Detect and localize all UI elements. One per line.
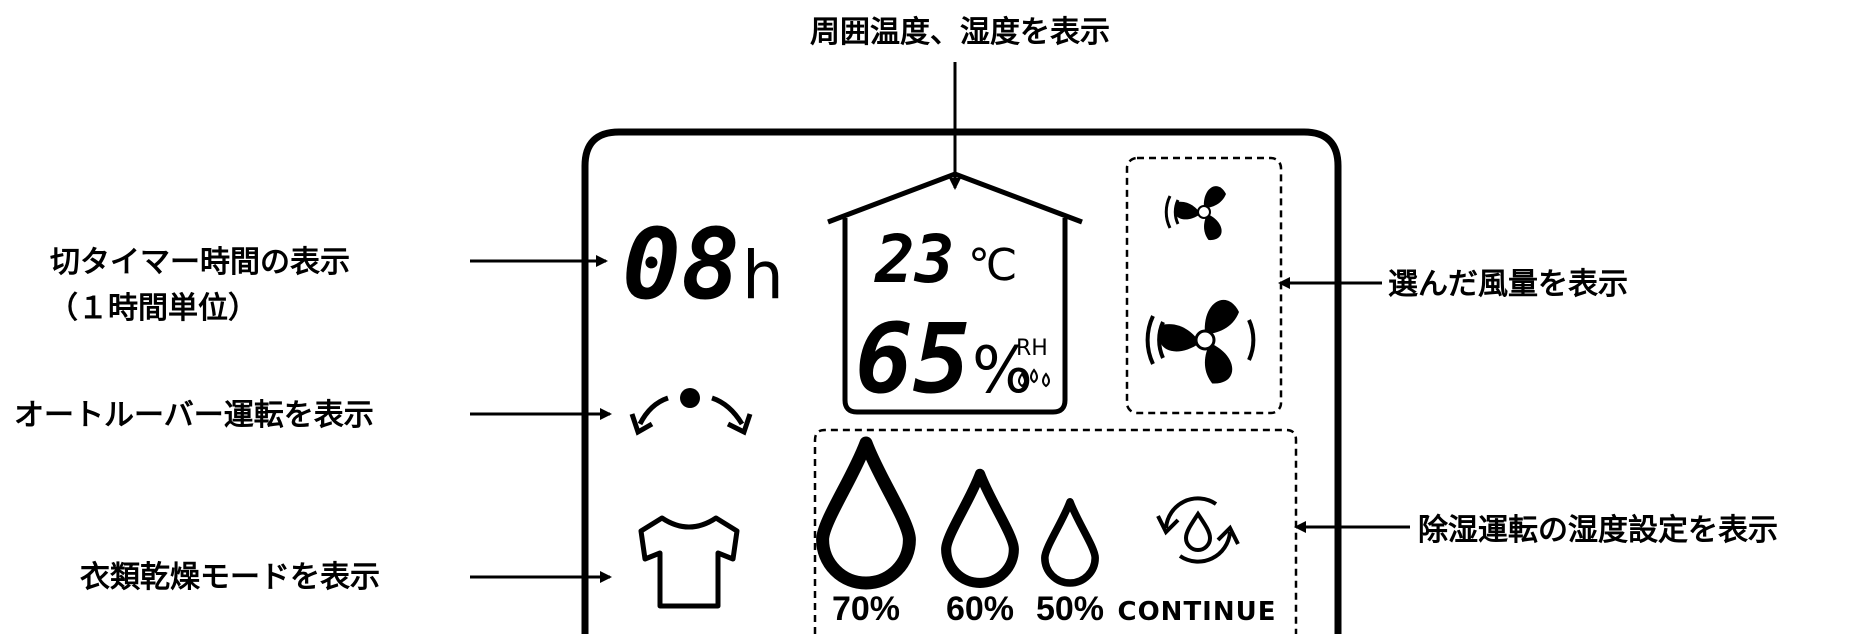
auto-louver-icon [629, 388, 753, 436]
humidity-sub-unit: RH [1016, 336, 1048, 361]
label-fan-speed: 選んだ風量を表示 [1388, 267, 1628, 302]
label-ambient-temp-humidity: 周囲温度、湿度を表示 [810, 15, 1110, 50]
house-icon [827, 171, 1083, 415]
fan-high-icon [1145, 299, 1256, 384]
lcd-frame [581, 128, 1342, 634]
continue-label: CONTINUE [1118, 597, 1277, 627]
fan-box [1125, 156, 1283, 415]
callout-arrows [470, 62, 1410, 583]
temperature-value: 23 [874, 221, 954, 298]
timer-value: 08 [622, 208, 740, 322]
timer-unit: h [742, 237, 784, 314]
label-off-timer: 切タイマー時間の表示 [50, 245, 350, 280]
setting-50: 50% [1036, 590, 1104, 628]
setting-70: 70% [832, 590, 900, 628]
temperature-unit: ℃ [968, 240, 1017, 291]
dehumid-box [813, 428, 1298, 634]
setting-60: 60% [946, 590, 1014, 628]
humidity-setting-drops [816, 436, 1099, 590]
label-auto-louver: オートルーバー運転を表示 [14, 398, 374, 433]
small-drops-icon [1018, 368, 1050, 388]
shirt-icon [638, 515, 740, 609]
water-drop-icon-1 [941, 468, 1019, 588]
fan-low-icon [1164, 186, 1226, 241]
label-dehumid-setting: 除湿運転の湿度設定を表示 [1418, 513, 1778, 548]
continuous-cycle-icon [1156, 496, 1240, 564]
water-drop-icon-0 [816, 436, 916, 590]
humidity-unit: % [972, 334, 1033, 408]
humidity-value: 65 [855, 303, 971, 415]
label-off-timer-unit: （１時間単位） [48, 291, 258, 326]
water-drop-icon-2 [1041, 498, 1099, 587]
label-clothes-dry: 衣類乾燥モードを表示 [80, 560, 380, 595]
